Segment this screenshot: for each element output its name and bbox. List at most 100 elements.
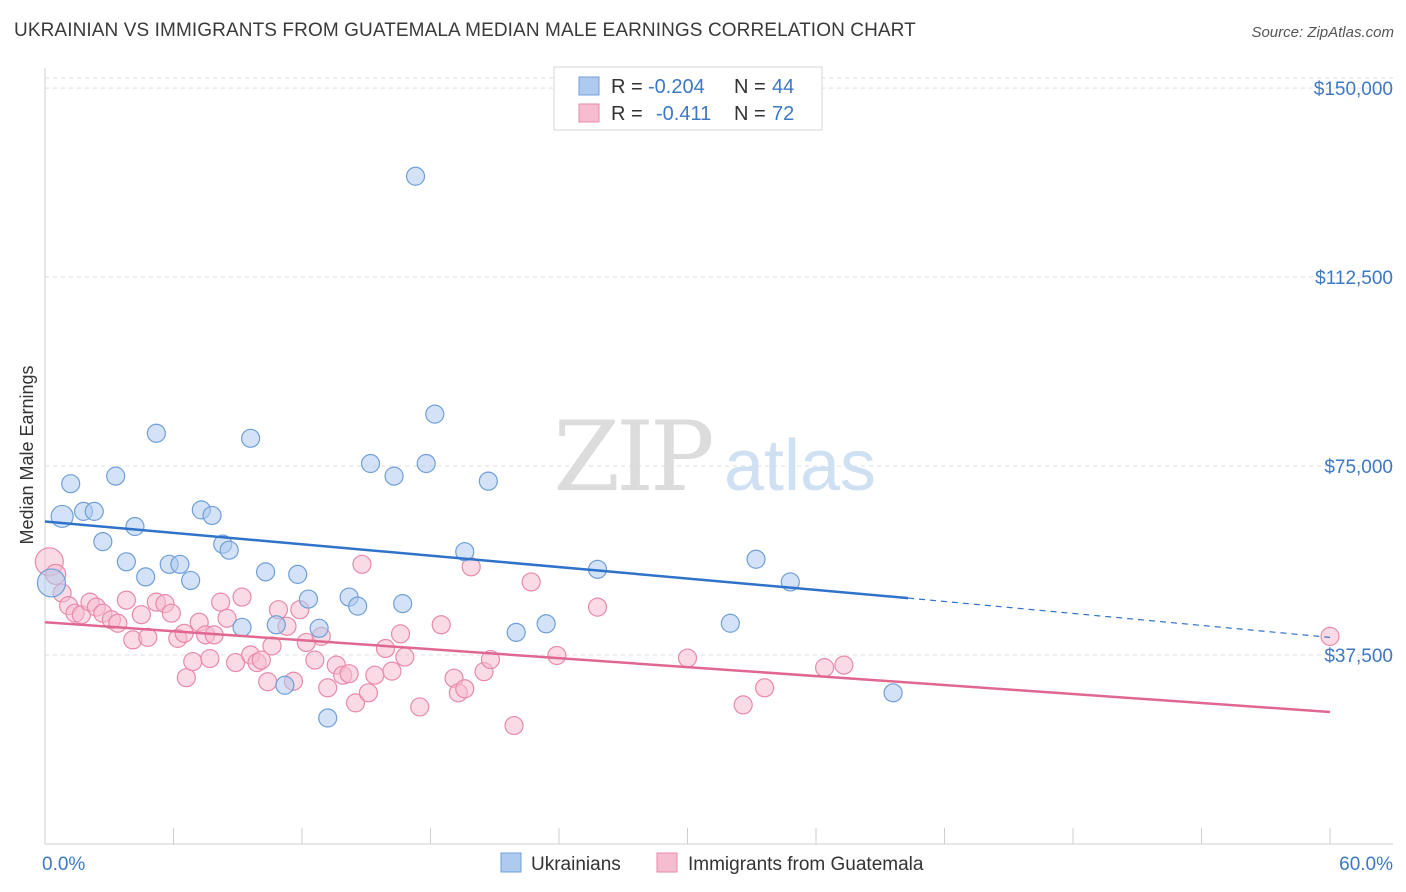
trend-lines	[44, 520, 1331, 714]
ukrainian-point	[288, 564, 308, 584]
guatemala-point	[131, 605, 151, 625]
ukrainian-point	[125, 516, 145, 537]
ukrainian-point	[309, 618, 329, 638]
ukrainian-point	[232, 617, 252, 637]
guatemala-point	[480, 649, 501, 670]
guatemala-point	[232, 587, 252, 607]
bottom-legend-guatemala: Immigrants from Guatemala	[688, 854, 924, 875]
watermark-zip: ZIP	[553, 401, 712, 513]
ukrainian-point	[93, 532, 113, 552]
legend-swatch-guatemala	[578, 103, 600, 123]
ukrainian-point	[219, 540, 239, 560]
legend-n-label: N =	[734, 76, 766, 98]
guatemala-point	[217, 608, 237, 628]
guatemala-point	[318, 678, 338, 698]
ukrainian-point	[275, 675, 295, 695]
y-tick-label: $75,000	[1324, 457, 1393, 478]
ukrainian-point	[416, 453, 436, 474]
bottom-legend-ukrainians: Ukrainians	[531, 854, 621, 875]
y-axis-title: Median Male Earnings	[17, 365, 37, 544]
ukrainian-point	[106, 466, 126, 486]
guatemala-point	[382, 661, 402, 681]
bottom-legend: Ukrainians Immigrants from Guatemala	[500, 852, 924, 875]
guatemala-point	[211, 592, 231, 612]
ukrainian-point	[181, 570, 201, 591]
guatemala-point	[176, 668, 196, 688]
trend-line-ukrainians-extension	[908, 597, 1331, 638]
guatemala-point	[677, 648, 698, 668]
gridlines	[45, 77, 1393, 656]
bottom-legend-swatch-guatemala	[656, 852, 678, 873]
ukrainian-point	[720, 613, 740, 633]
guatemala-point	[258, 672, 278, 692]
guatemala-point	[116, 590, 136, 610]
ukrainian-point	[883, 683, 903, 703]
ukrainian-point	[255, 562, 276, 582]
guatemala-point	[358, 683, 378, 703]
guatemala-point	[754, 678, 775, 698]
ukrainian-point	[318, 708, 338, 728]
y-tick-label: $37,500	[1324, 646, 1393, 667]
legend-n-value: 72	[772, 103, 794, 125]
y-tick-labels: $37,500 $75,000 $112,500 $150,000	[1314, 79, 1393, 667]
chart-title: UKRAINIAN VS IMMIGRANTS FROM GUATEMALA M…	[14, 20, 916, 41]
guatemala-point	[226, 652, 246, 673]
y-tick-label: $150,000	[1314, 79, 1393, 100]
ukrainian-point	[84, 501, 104, 521]
ukrainian-point	[241, 428, 261, 448]
guatemala-point	[161, 603, 181, 623]
ukrainian-point	[170, 554, 190, 574]
ukrainian-point	[266, 615, 286, 635]
legend-r-value: -0.411	[656, 103, 711, 125]
trend-line-guatemala	[44, 621, 1331, 714]
guatemala-point	[251, 650, 271, 670]
legend-box: R = -0.204 N = 44 R = -0.411 N = 72	[553, 66, 823, 131]
y-tick-label: $112,500	[1315, 268, 1393, 289]
ukrainian-point	[384, 466, 404, 486]
ukrainian-point	[506, 622, 526, 642]
ukrainian-point	[298, 589, 319, 609]
ukrainian-point	[360, 453, 381, 474]
ukrainian-point	[455, 542, 475, 562]
guatemala-point	[455, 679, 475, 699]
guatemala-point	[339, 664, 359, 684]
legend-r-value: -0.204	[648, 76, 705, 98]
guatemala-point	[834, 655, 854, 675]
guatemala-point	[108, 613, 128, 633]
guatemala-point	[521, 572, 541, 592]
source-credit: Source: ZipAtlas.com	[1251, 24, 1394, 41]
ukrainian-point	[136, 567, 156, 587]
series-guatemala-points	[34, 547, 1340, 736]
axes	[44, 68, 1393, 845]
bottom-legend-swatch-ukrainians	[500, 852, 522, 873]
guatemala-point	[733, 695, 753, 715]
ukrainian-point	[36, 568, 67, 598]
ukrainian-point	[425, 404, 445, 424]
ukrainian-point	[536, 614, 556, 634]
ukrainian-point	[746, 549, 766, 569]
x-tick-label: 60.0%	[1339, 854, 1393, 875]
guatemala-point	[547, 645, 567, 666]
guatemala-point	[200, 648, 220, 669]
x-tick-labels: 0.0% 60.0%	[42, 854, 1393, 875]
ukrainian-point	[202, 505, 222, 526]
series-ukrainians-points	[36, 166, 903, 728]
guatemala-point	[390, 624, 411, 644]
trend-line-ukrainians	[44, 520, 909, 600]
watermark-atlas: atlas	[724, 426, 876, 506]
ukrainian-point	[116, 552, 136, 572]
ukrainian-point	[146, 423, 166, 443]
ukrainian-point	[348, 596, 368, 616]
ukrainian-point	[478, 471, 498, 491]
legend-n-value: 44	[772, 76, 794, 98]
legend-n-label: N =	[734, 103, 766, 125]
guatemala-point	[814, 658, 835, 678]
guatemala-point	[345, 693, 366, 713]
guatemala-point	[352, 554, 372, 574]
guatemala-point	[587, 597, 608, 617]
guatemala-point	[431, 615, 451, 635]
guatemala-point	[410, 697, 430, 717]
guatemala-point	[365, 665, 385, 685]
guatemala-point	[305, 650, 325, 670]
